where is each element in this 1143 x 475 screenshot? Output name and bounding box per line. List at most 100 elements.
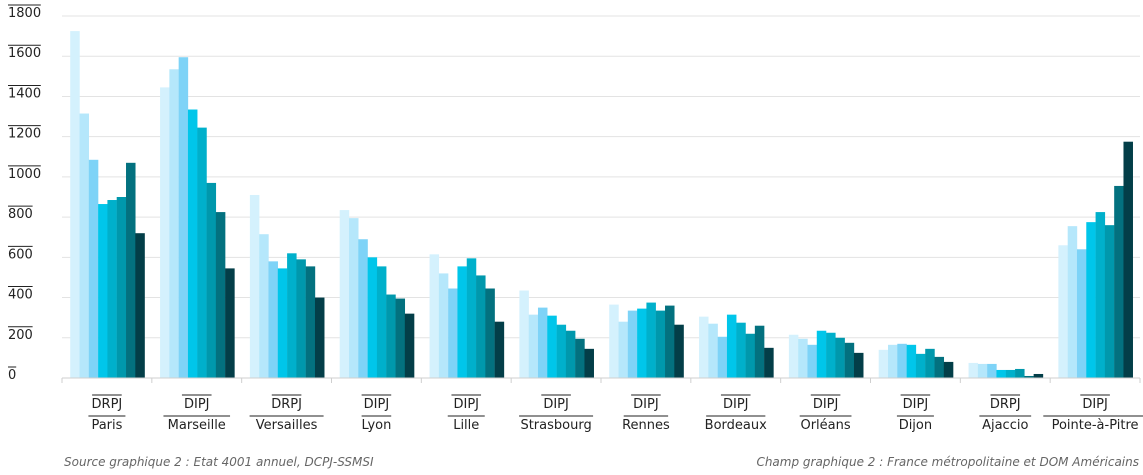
category-labels: DRPJ Paris DIPJ Marseille DRPJ Versailles DIPJ… xyxy=(88,394,1143,433)
category-label: Ajaccio xyxy=(982,418,1028,433)
y-tick-label: 1800 xyxy=(8,6,41,21)
bar xyxy=(987,363,997,378)
bar xyxy=(844,342,855,378)
bar xyxy=(367,257,378,378)
y-tick-label: 400 xyxy=(8,288,33,303)
bar xyxy=(197,127,207,378)
bar xyxy=(169,69,179,379)
y-tick-label: 200 xyxy=(8,328,33,343)
x-axis xyxy=(61,377,1141,383)
gridlines xyxy=(62,15,1140,339)
bar xyxy=(376,266,387,378)
bar xyxy=(1104,225,1115,378)
bar xyxy=(135,233,145,378)
bar xyxy=(925,348,935,378)
bar xyxy=(853,352,864,378)
bar xyxy=(519,290,529,378)
bar xyxy=(835,337,845,378)
bar xyxy=(1024,375,1034,378)
bar xyxy=(906,344,917,378)
category-label: DIPJ xyxy=(813,397,839,412)
bar xyxy=(457,266,467,378)
bar xyxy=(1067,226,1078,378)
bar xyxy=(1086,222,1096,378)
bar xyxy=(646,302,656,378)
bar xyxy=(528,314,539,378)
category-label: Versailles xyxy=(256,418,318,433)
bar xyxy=(556,324,567,378)
bar xyxy=(225,268,235,378)
bar xyxy=(79,113,90,379)
category-label: DIPJ xyxy=(723,397,749,412)
bar xyxy=(934,356,945,378)
bar xyxy=(305,266,316,378)
category-label: DRPJ xyxy=(92,397,123,412)
y-tick-label: 1000 xyxy=(8,167,41,182)
bar xyxy=(537,307,548,378)
y-tick-label: 1200 xyxy=(8,127,41,142)
bar xyxy=(107,200,117,378)
bar xyxy=(699,316,709,378)
category-label: DRPJ xyxy=(990,397,1021,412)
bar xyxy=(717,336,728,378)
bar xyxy=(816,330,827,378)
bar xyxy=(98,204,108,378)
bar xyxy=(788,334,799,378)
bar xyxy=(897,343,907,378)
bar xyxy=(575,338,585,378)
bar xyxy=(485,288,495,378)
bar xyxy=(126,162,136,378)
bar xyxy=(314,297,325,378)
bar xyxy=(665,305,675,378)
bar xyxy=(807,344,817,378)
bar xyxy=(70,31,80,378)
y-tick-label: 800 xyxy=(8,207,33,222)
bar xyxy=(268,261,278,378)
bar xyxy=(206,182,217,378)
bar xyxy=(655,310,666,378)
bar xyxy=(1033,373,1044,378)
category-label: DIPJ xyxy=(903,397,929,412)
source-note: Source graphique 2 : Etat 4001 annuel, D… xyxy=(64,455,374,469)
y-tick-label: 1600 xyxy=(8,46,41,61)
bar xyxy=(584,348,594,378)
category-label: DIPJ xyxy=(453,397,479,412)
bar xyxy=(878,349,889,378)
bar xyxy=(1114,185,1124,378)
bar xyxy=(287,253,297,378)
category-label: Paris xyxy=(91,418,122,433)
bar-chart: 0 200 400 600 800 1000 1200 1400 1600 1800 DRPJ Pa… xyxy=(8,4,1143,433)
bar xyxy=(494,321,505,378)
category-label: DIPJ xyxy=(184,397,210,412)
bar xyxy=(674,324,684,378)
bar xyxy=(404,313,415,378)
bar xyxy=(1015,368,1025,378)
category-label: DRPJ xyxy=(271,397,302,412)
bar xyxy=(977,363,988,378)
bar xyxy=(386,294,396,378)
bar xyxy=(187,109,198,379)
bar xyxy=(249,194,260,378)
bar xyxy=(736,322,746,378)
y-tick-label: 600 xyxy=(8,247,33,262)
scope-note: Champ graphique 2 : France métropolitain… xyxy=(756,455,1139,469)
bar xyxy=(968,362,979,378)
bar xyxy=(745,333,756,378)
y-tick-label: 0 xyxy=(8,368,16,383)
category-label: DIPJ xyxy=(364,397,390,412)
category-label: Marseille xyxy=(168,418,226,433)
bar xyxy=(215,212,226,378)
bar xyxy=(429,254,440,378)
bar xyxy=(1095,212,1106,378)
bar xyxy=(708,323,718,378)
bar xyxy=(88,159,99,378)
category-label: DIPJ xyxy=(543,397,569,412)
bar xyxy=(1005,369,1016,378)
bar xyxy=(277,268,288,378)
bar xyxy=(915,353,926,378)
bar xyxy=(1123,141,1133,378)
bar xyxy=(339,210,350,378)
bar xyxy=(618,321,629,378)
bar xyxy=(565,330,576,378)
bar xyxy=(296,259,306,378)
